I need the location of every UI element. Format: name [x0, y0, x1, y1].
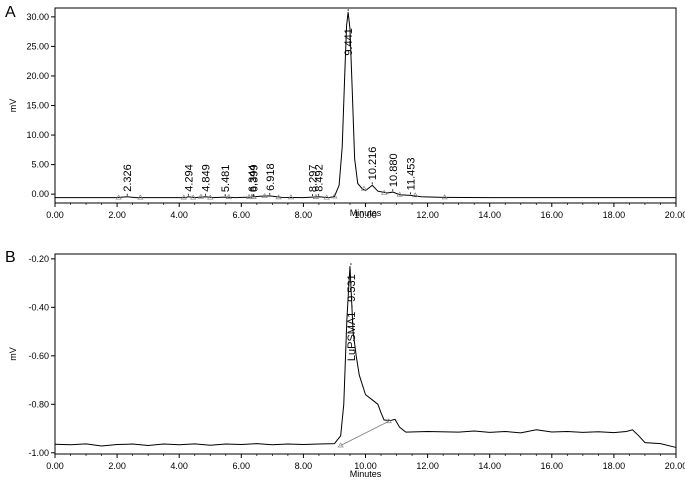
- y-axis-label: mV: [8, 99, 18, 113]
- integration-marker: [250, 193, 257, 199]
- peak-label: 8.492: [314, 164, 326, 192]
- peak-label: 2.326: [122, 164, 134, 192]
- peak-label: 6.344: [247, 165, 259, 193]
- peak-label: 6.918: [265, 163, 277, 191]
- x-tick-label: 18.00: [603, 461, 626, 471]
- x-tick-label: 2.00: [108, 210, 126, 220]
- chromatogram-trace: [55, 12, 676, 199]
- x-tick-label: 14.00: [478, 210, 501, 220]
- x-tick-label: 4.00: [170, 210, 188, 220]
- integration-marker: [207, 194, 214, 200]
- x-tick-label: 12.00: [416, 210, 439, 220]
- integration-baseline: [340, 420, 389, 446]
- x-axis-label: Minutes: [350, 469, 382, 479]
- integration-marker: [380, 189, 388, 195]
- x-tick-label: 16.00: [541, 461, 564, 471]
- x-tick-label: 6.00: [233, 461, 251, 471]
- integration-marker: [115, 194, 122, 200]
- y-tick-label: 5.00: [31, 160, 49, 170]
- peak-label: 10.880: [388, 153, 400, 187]
- integration-marker: [225, 193, 233, 199]
- integration-marker: [312, 193, 319, 199]
- peak-label: 8.297: [308, 165, 320, 193]
- y-tick-label: -0.40: [28, 302, 49, 312]
- x-tick-label: 8.00: [295, 210, 313, 220]
- panel-label: B: [5, 249, 16, 266]
- x-tick-label: 8.00: [295, 461, 313, 471]
- x-tick-label: 20.00: [665, 210, 685, 220]
- integration-marker: [396, 191, 403, 197]
- y-tick-label: 20.00: [26, 71, 49, 81]
- chromatogram-trace: [54, 266, 677, 448]
- integration-marker: [412, 192, 419, 198]
- peak-label: LuPSMA1 - 9.531: [346, 274, 358, 361]
- integration-marker: [337, 442, 344, 448]
- peak-label: 4.849: [201, 164, 213, 192]
- peak-label: 10.216: [367, 147, 379, 181]
- x-tick-label: 20.00: [665, 461, 685, 471]
- integration-marker: [275, 194, 282, 200]
- peak-label: 9.441: [343, 28, 355, 56]
- x-tick-label: 18.00: [603, 210, 626, 220]
- panel-label: A: [5, 4, 16, 21]
- y-tick-label: 30.00: [26, 12, 49, 22]
- x-tick-label: 14.00: [478, 461, 501, 471]
- y-axis-label: mV: [8, 347, 18, 361]
- panel-a: A 0.00 2.00 4.00 6.00 8.00 10.00 12.00 14.00 16.0…: [5, 4, 685, 220]
- integration-marker: [245, 193, 253, 199]
- peak-label: 5.481: [220, 165, 232, 193]
- x-tick-label: 0.00: [46, 461, 64, 471]
- integration-marker: [180, 194, 187, 200]
- panel-b: B 0.00 2.00 4.00 6.00 8.00 10.00 12.00 14.00 16.0…: [5, 249, 685, 479]
- x-tick-label: 16.00: [541, 210, 564, 220]
- plot-frame: [54, 253, 677, 455]
- y-tick-label: -0.80: [28, 399, 49, 409]
- integration-marker: [331, 193, 338, 199]
- x-axis-label: Minutes: [350, 208, 382, 218]
- integration-marker: [287, 194, 295, 200]
- integration-marker: [137, 194, 144, 200]
- x-tick-label: 10.00: [354, 210, 377, 220]
- integration-marker: [197, 193, 205, 199]
- peak-label: 11.453: [406, 157, 418, 190]
- y-tick-label: 15.00: [26, 101, 49, 111]
- x-tick-label: 4.00: [170, 461, 188, 471]
- y-tick-label: -0.60: [28, 351, 49, 361]
- y-tick-label: -0.20: [28, 254, 49, 264]
- y-tick-label: -1.00: [28, 448, 49, 458]
- integration-marker: [441, 194, 448, 200]
- x-tick-label: 0.00: [46, 210, 64, 220]
- integration-marker: [261, 193, 268, 199]
- x-tick-label: 2.00: [108, 461, 126, 471]
- integration-marker: [385, 418, 392, 424]
- peak-label: 4.294: [183, 164, 195, 192]
- integration-marker: [323, 194, 330, 200]
- x-tick-label: 10.00: [354, 461, 377, 471]
- x-tick-label: 12.00: [416, 461, 439, 471]
- y-tick-label: 10.00: [26, 130, 49, 140]
- plot-frame: [54, 7, 677, 204]
- y-tick-label: 25.00: [26, 41, 49, 51]
- y-tick-label: 0.00: [31, 189, 49, 199]
- integration-marker: [190, 194, 197, 200]
- x-tick-label: 6.00: [233, 210, 251, 220]
- peak-label: 6.399: [249, 165, 261, 193]
- integration-marker: [360, 185, 368, 191]
